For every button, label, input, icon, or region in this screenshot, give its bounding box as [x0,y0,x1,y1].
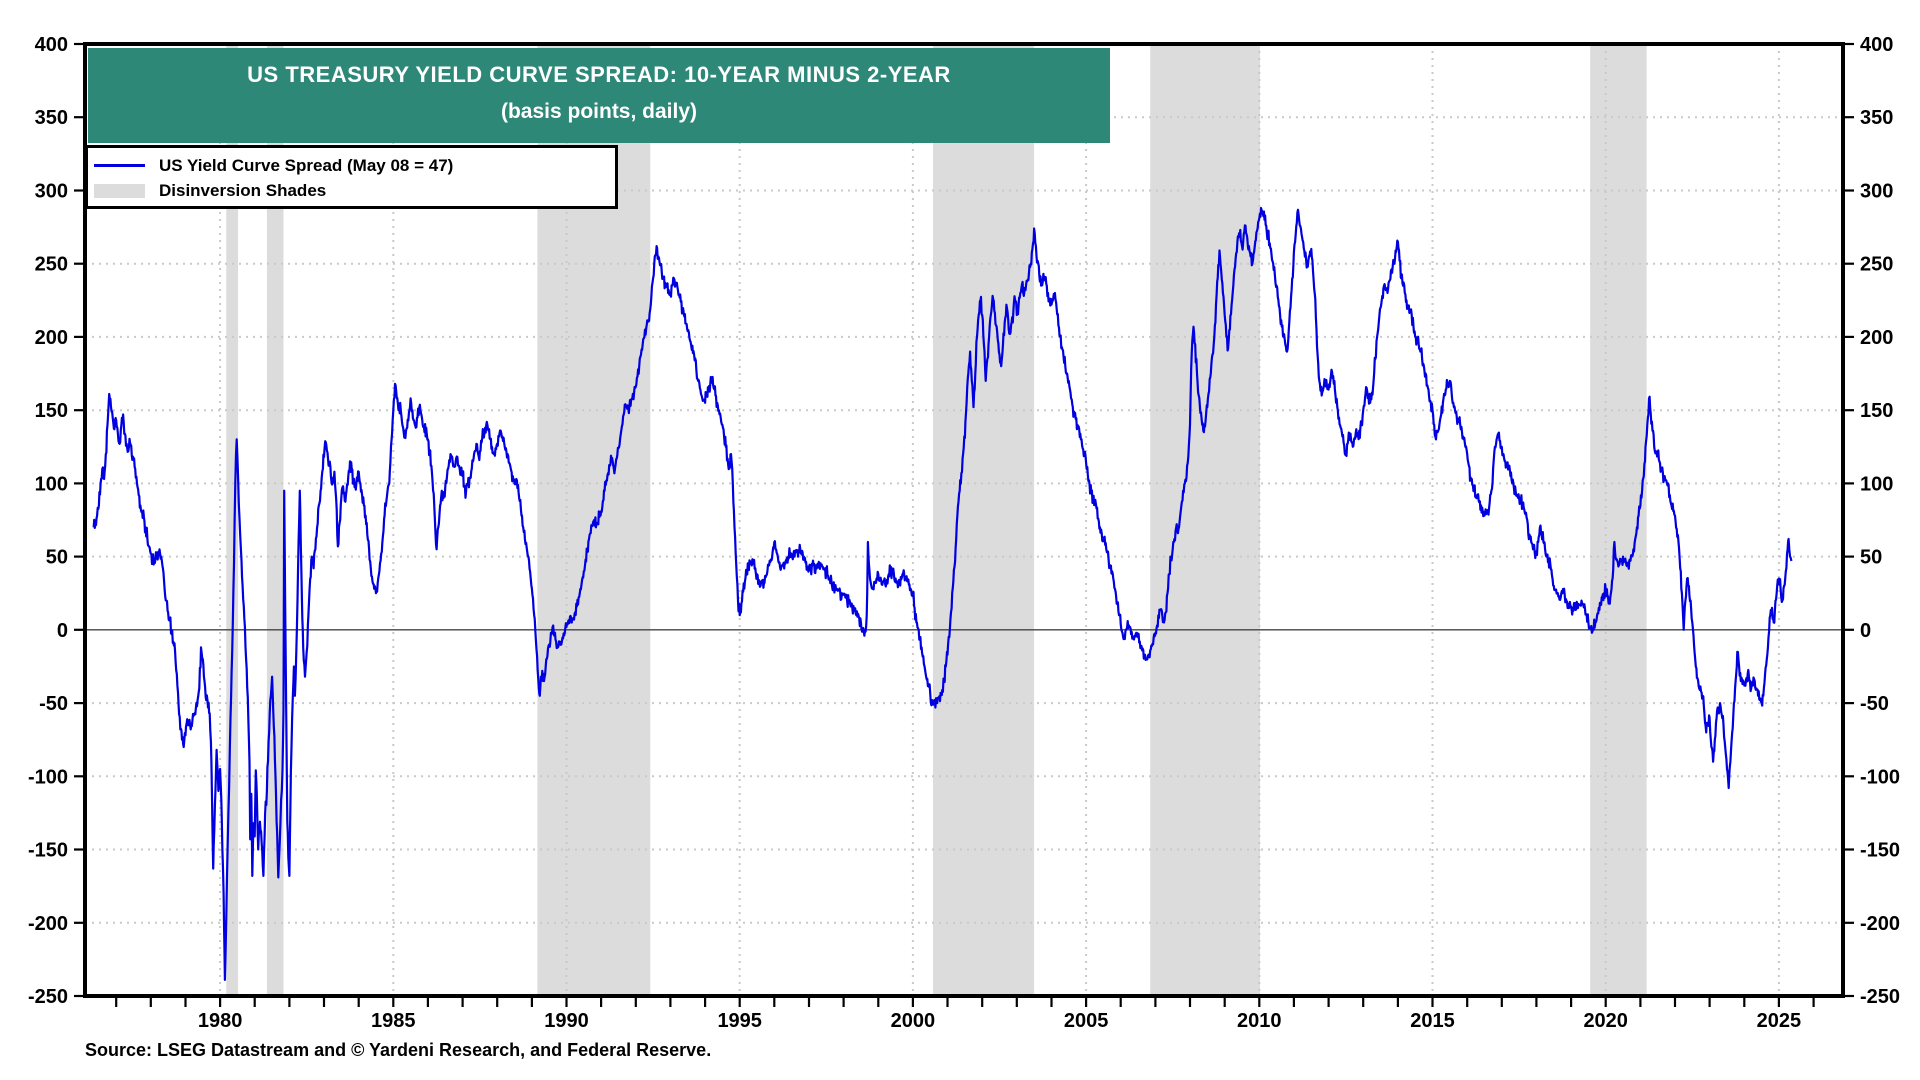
y-tick-label-right: -100 [1860,766,1900,788]
plot-frame [83,42,1845,998]
y-tick-label-right: 200 [1860,327,1893,349]
spread-line [92,206,1793,982]
y-tick-label-left: -200 [28,913,68,935]
x-tick-label: 2025 [1757,1010,1802,1032]
legend-item-label: Disinversion Shades [159,180,327,200]
y-tick-label-left: 150 [35,400,68,422]
y-tick-label-right: 150 [1860,400,1893,422]
y-tick-label-left: 250 [35,254,68,276]
y-tick-label-right: 250 [1860,254,1893,276]
legend-line-swatch-icon [94,164,145,167]
x-tick-label: 2020 [1583,1010,1628,1032]
x-tick-label: 2010 [1237,1010,1282,1032]
legend-item-label: US Yield Curve Spread (May 08 = 47) [159,155,454,175]
y-tick-label-left: -150 [28,840,68,862]
x-tick-label: 1985 [371,1010,416,1032]
y-tick-label-left: -250 [28,986,68,1008]
y-tick-label-right: 100 [1860,473,1893,495]
legend-item-disinversion: Disinversion Shades [88,178,615,203]
y-tick-label-left: 200 [35,327,68,349]
disinversion-band [226,46,239,994]
legend-item-spread: US Yield Curve Spread (May 08 = 47) [88,153,615,178]
y-tick-label-left: 300 [35,181,68,203]
x-tick-label: 1995 [717,1010,762,1032]
legend: US Yield Curve Spread (May 08 = 47) Disi… [85,145,618,209]
disinversion-band [933,46,1035,994]
x-tick-label: 1980 [198,1010,243,1032]
y-tick-label-left: 350 [35,107,68,129]
y-tick-label-right: -250 [1860,986,1900,1008]
disinversion-band [1150,46,1260,994]
y-tick-label-right: -50 [1860,693,1889,715]
y-tick-label-left: 400 [35,34,68,56]
x-tick-label: 2015 [1410,1010,1455,1032]
y-tick-label-left: -100 [28,766,68,788]
x-tick-label: 2005 [1064,1010,1109,1032]
y-tick-label-right: 350 [1860,107,1893,129]
y-tick-label-left: 50 [46,547,68,569]
source-note: Source: LSEG Datastream and © Yardeni Re… [85,1040,712,1060]
x-tick-label: 2000 [891,1010,936,1032]
y-tick-label-left: -50 [39,693,68,715]
chart-title-box: US TREASURY YIELD CURVE SPREAD: 10-YEAR … [88,48,1110,143]
legend-shade-swatch-icon [94,183,145,198]
x-tick-label: 1990 [544,1010,589,1032]
y-tick-label-right: 400 [1860,34,1893,56]
chart-title: US TREASURY YIELD CURVE SPREAD: 10-YEAR … [247,62,951,87]
y-tick-label-right: 0 [1860,620,1871,642]
y-tick-label-right: -150 [1860,840,1900,862]
chart-subtitle: (basis points, daily) [500,100,698,123]
y-tick-label-right: 300 [1860,181,1893,203]
y-tick-label-left: 0 [57,620,68,642]
y-tick-label-right: 50 [1860,547,1882,569]
y-tick-label-left: 100 [35,473,68,495]
disinversion-band [266,46,284,994]
y-tick-label-right: -200 [1860,913,1900,935]
